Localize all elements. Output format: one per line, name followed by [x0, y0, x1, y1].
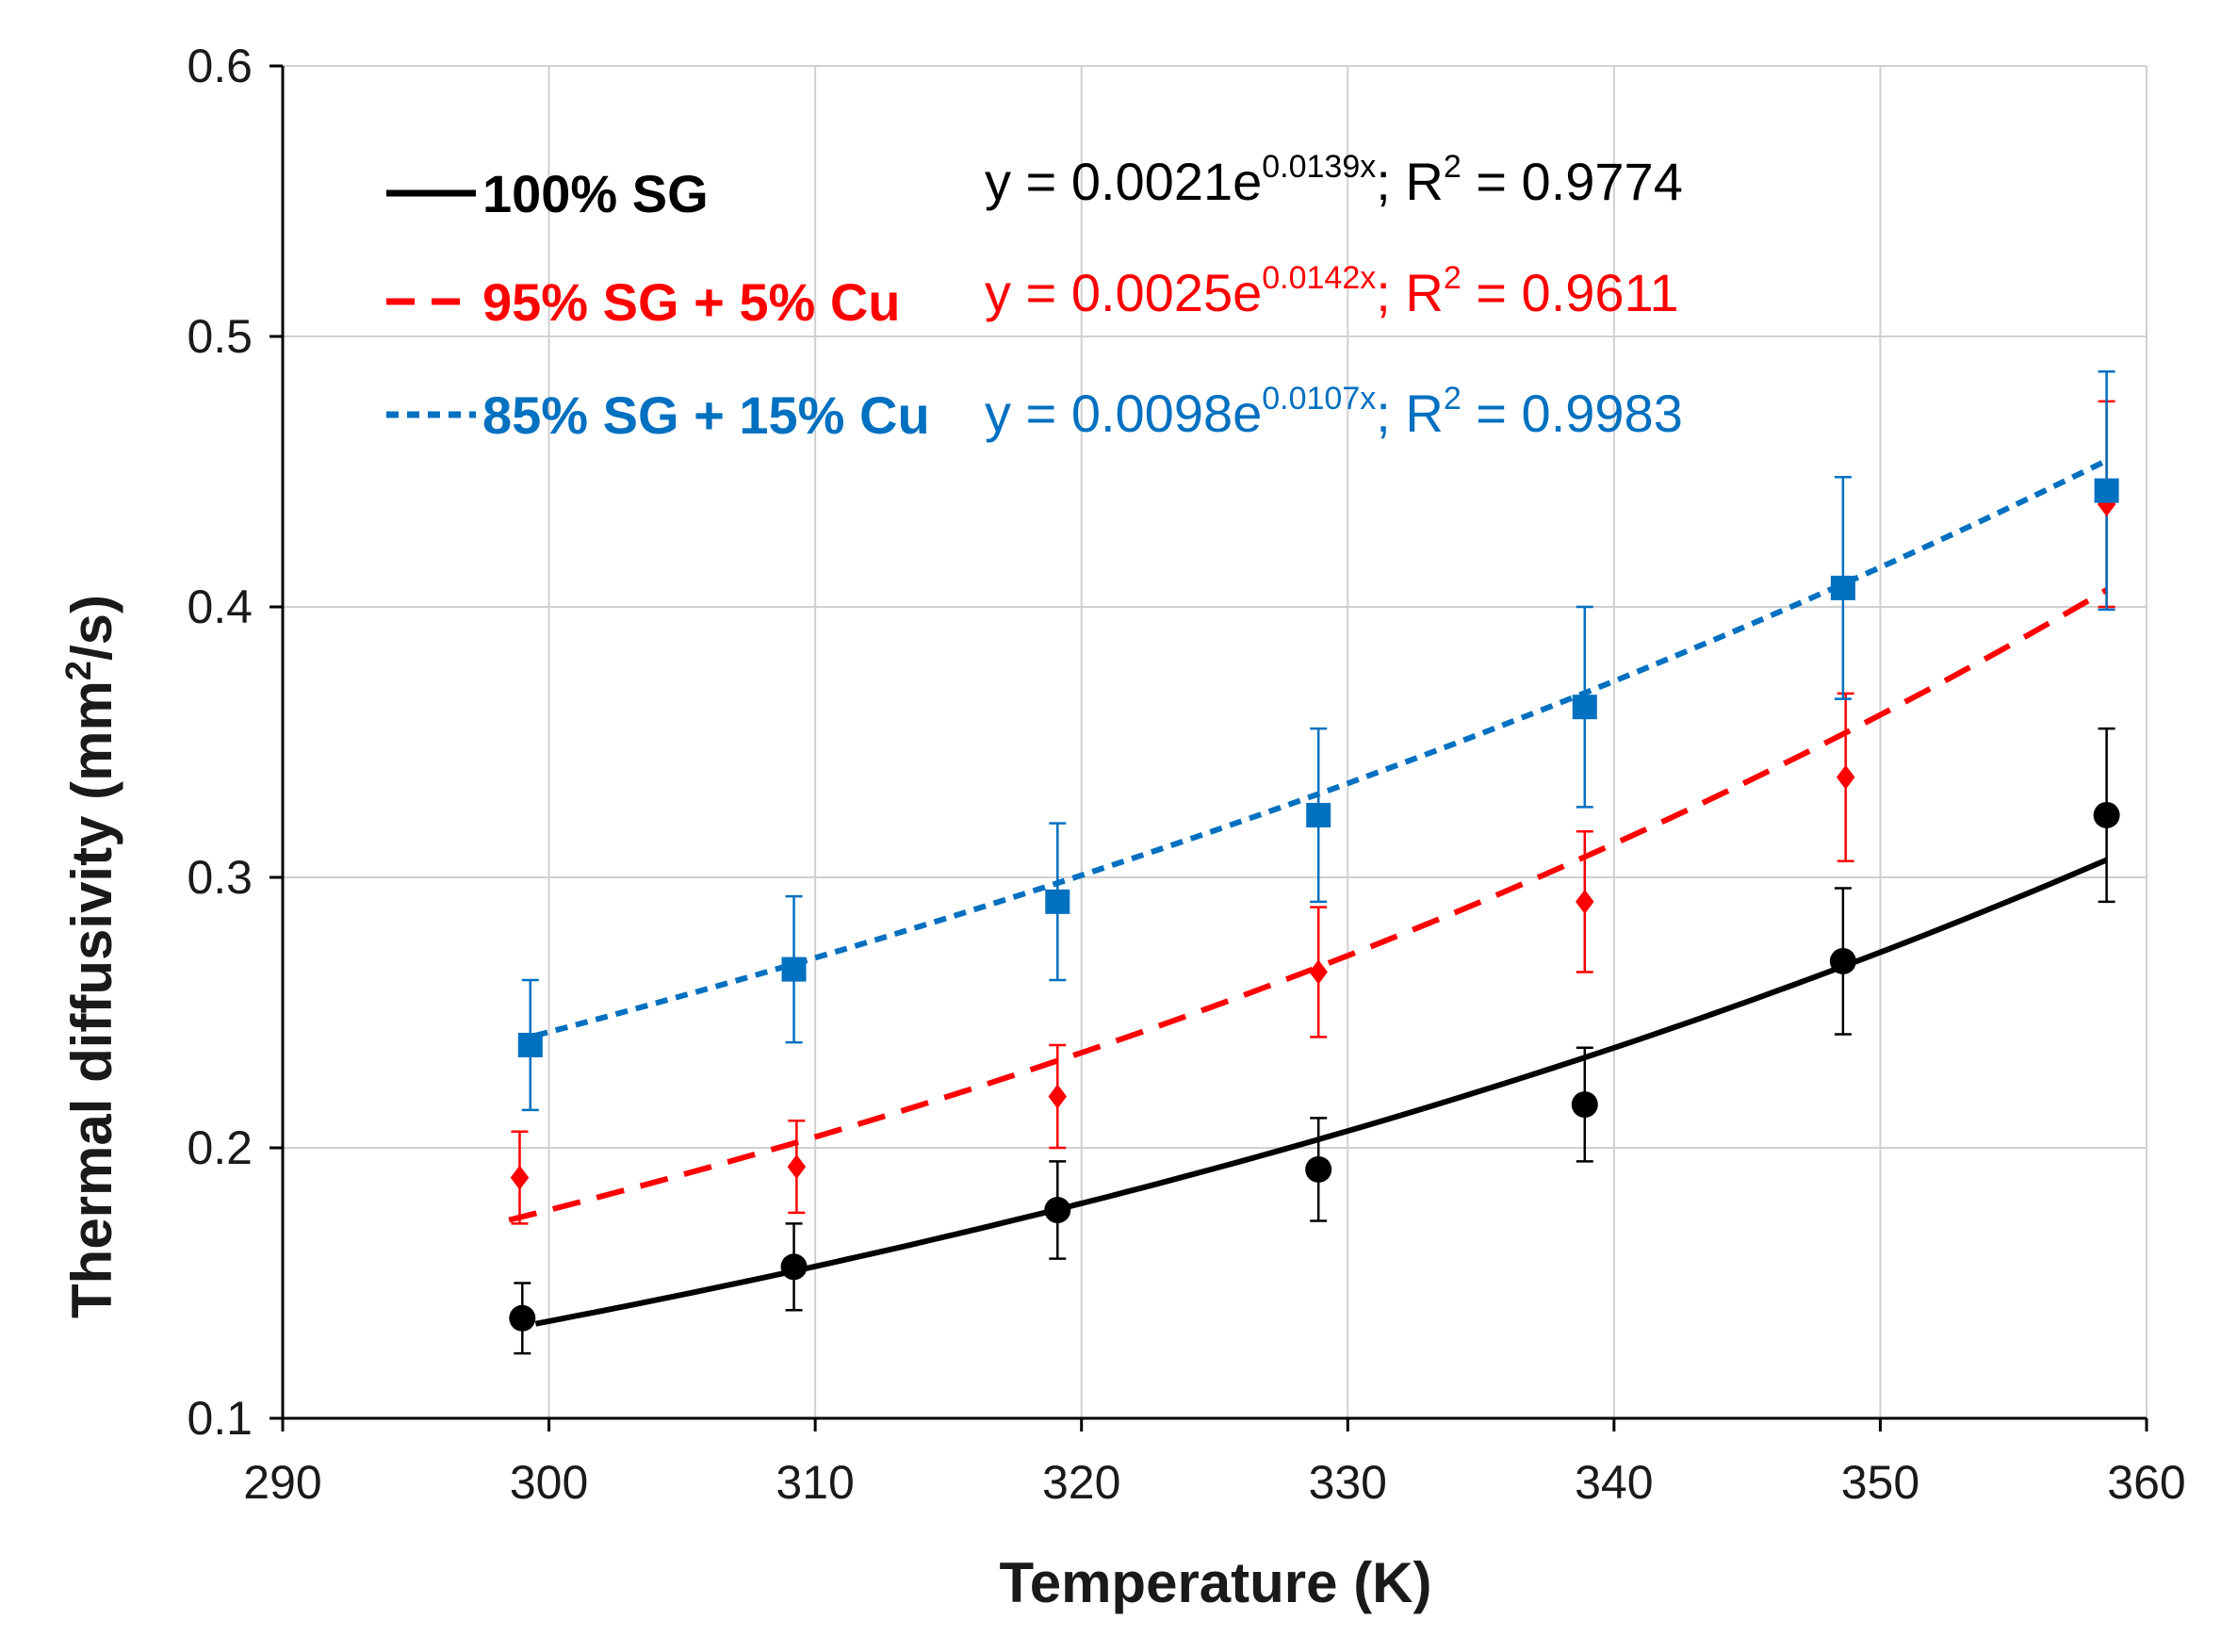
point-85sg	[1830, 575, 1855, 600]
y-tick-label: 0.1	[187, 1392, 253, 1445]
point-100sg	[1044, 1197, 1071, 1224]
point-95sg	[1836, 764, 1855, 790]
axes	[281, 66, 2147, 1420]
eq-r2-value: = 0.9983	[1462, 384, 1683, 443]
eq-suffix: ; R	[1376, 263, 1444, 322]
x-tick-label: 320	[1042, 1456, 1120, 1509]
point-100sg	[2093, 801, 2120, 828]
point-95sg	[787, 1154, 807, 1180]
fit-curve-100sg	[534, 857, 2108, 1327]
x-tick-label: 290	[243, 1456, 321, 1509]
x-tick-label: 310	[776, 1456, 854, 1509]
eq-r2-sup: 2	[1444, 381, 1462, 417]
x-tick-label: 350	[1841, 1456, 1919, 1509]
x-tick-label: 330	[1309, 1456, 1387, 1509]
y-axis-title-sup: 2	[59, 661, 99, 680]
point-85sg	[1306, 802, 1331, 827]
eq-r2-value: = 0.9774	[1462, 152, 1683, 211]
x-tick-label: 340	[1575, 1456, 1653, 1509]
eq-prefix: y = 0.0098e	[985, 384, 1262, 443]
point-85sg	[2094, 478, 2119, 503]
y-axis-title-tail: /s)	[60, 595, 123, 661]
eq-exponent: 0.0107x	[1262, 381, 1376, 417]
legend-label-95sg: 95% SG + 5% Cu	[482, 272, 901, 332]
eq-prefix: y = 0.0025e	[985, 263, 1262, 322]
eq-r2-sup: 2	[1444, 260, 1462, 296]
point-85sg	[1045, 889, 1070, 914]
eq-exponent: 0.0142x	[1262, 260, 1376, 296]
equation-85sg: y = 0.0098e0.0107x; R2 = 0.9983	[985, 381, 1683, 443]
point-85sg	[781, 957, 807, 982]
point-100sg	[1305, 1155, 1332, 1183]
point-100sg	[780, 1253, 808, 1281]
y-tick-label: 0.4	[187, 581, 253, 633]
point-95sg	[1309, 959, 1328, 985]
fit-curve-95sg	[508, 587, 2109, 1223]
eq-suffix: ; R	[1376, 152, 1444, 211]
grid	[283, 65, 2148, 1418]
y-axis-title: Thermal diffusivity (mm2/s)	[59, 595, 123, 1318]
y-tick-label: 0.3	[187, 851, 253, 904]
x-tick-label: 360	[2107, 1456, 2185, 1509]
point-100sg	[1829, 947, 1856, 974]
y-tick-label: 0.2	[187, 1121, 253, 1174]
y-axis-title-main: Thermal diffusivity (mm	[60, 680, 123, 1318]
legend: 100% SG y = 0.0021e0.0139x; R2 = 0.9774 …	[386, 149, 1683, 445]
ticks: 290 300 310 320 330 340 350 360 0.1 0.2 0.3 0.4 0.5 0…	[187, 40, 2185, 1509]
error-bars	[511, 370, 2115, 1355]
eq-r2-sup: 2	[1444, 149, 1462, 185]
legend-label-100sg: 100% SG	[482, 164, 709, 223]
equation-100sg: y = 0.0021e0.0139x; R2 = 0.9774	[985, 149, 1683, 211]
point-95sg	[1048, 1084, 1068, 1109]
eq-exponent: 0.0139x	[1262, 149, 1376, 185]
equation-95sg: y = 0.0025e0.0142x; R2 = 0.9611	[985, 260, 1679, 322]
point-85sg	[1572, 695, 1597, 720]
point-95sg	[510, 1165, 530, 1190]
y-tick-label: 0.5	[187, 310, 253, 363]
legend-label-85sg: 85% SG + 15% Cu	[482, 385, 930, 445]
x-axis-title: Temperature (K)	[1000, 1551, 1432, 1614]
point-100sg	[1571, 1091, 1598, 1119]
eq-prefix: y = 0.0021e	[985, 152, 1262, 211]
eq-r2-value: = 0.9611	[1462, 263, 1679, 322]
fit-lines	[508, 458, 2109, 1327]
point-85sg	[517, 1032, 543, 1057]
point-100sg	[509, 1304, 536, 1332]
markers	[509, 478, 2120, 1332]
y-tick-label: 0.6	[187, 40, 253, 92]
fit-curve-85sg	[534, 458, 2108, 1039]
eq-suffix: ; R	[1376, 384, 1444, 443]
point-95sg	[1576, 889, 1594, 914]
x-tick-label: 300	[510, 1456, 588, 1509]
